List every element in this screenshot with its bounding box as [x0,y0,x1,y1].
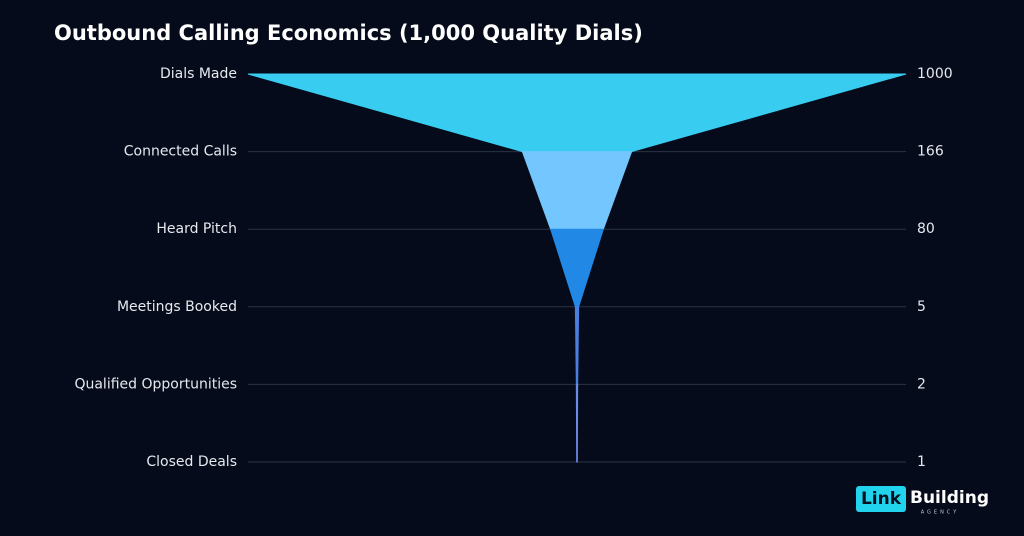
logo-box [856,486,906,512]
logo-subtext: AGENCY [921,510,960,516]
value-label: 1000 [917,66,953,82]
stage-label: Heard Pitch [156,221,237,237]
stage-label: Connected Calls [124,144,237,160]
logo-text: Building [910,488,989,508]
stage-label: Closed Deals [146,454,237,470]
value-label: 5 [917,299,926,315]
value-label: 80 [917,221,935,237]
chart-title: Outbound Calling Economics (1,000 Qualit… [54,21,643,45]
stage-label: Qualified Opportunities [74,376,237,392]
logo: Link Building AGENCY [856,486,989,516]
value-label: 1 [917,454,926,470]
funnel-segment [574,306,580,385]
logo-highlight: Link [861,489,902,509]
stage-label: Meetings Booked [117,299,237,315]
value-label: 2 [917,376,926,392]
value-label: 166 [917,144,944,160]
funnel-segment [575,383,579,463]
stage-label: Dials Made [160,66,237,82]
